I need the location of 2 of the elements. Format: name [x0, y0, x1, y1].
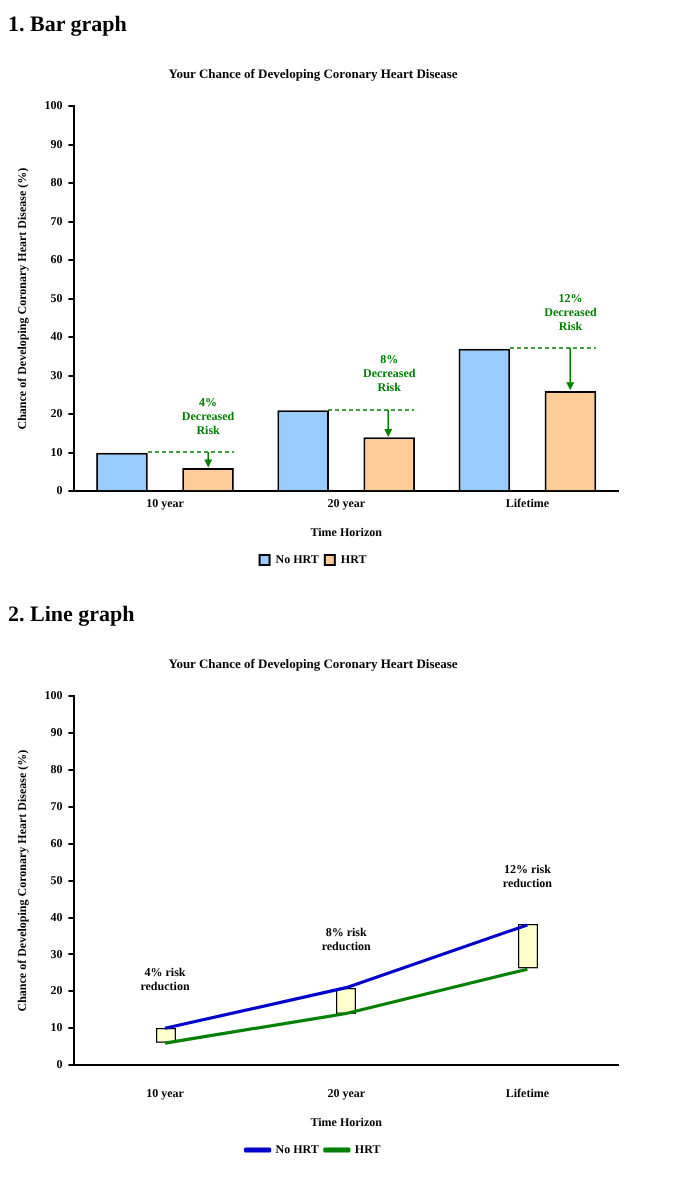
- chart-title: 2. Line graph: [8, 602, 135, 627]
- chart-title: 1. Bar graph: [8, 12, 127, 37]
